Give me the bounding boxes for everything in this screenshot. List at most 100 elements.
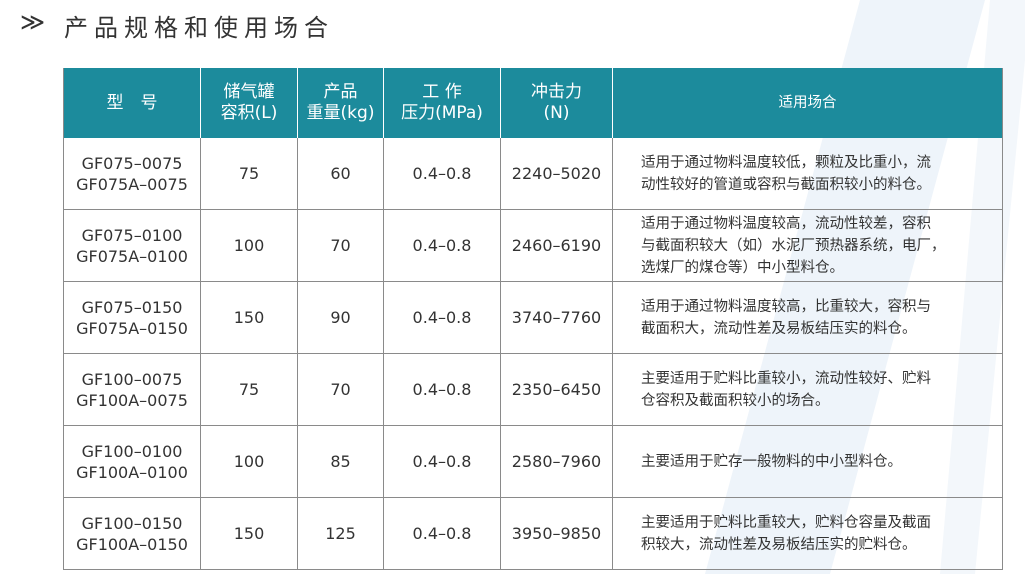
cell-line: 工 作 xyxy=(422,82,462,102)
table-cell: GF075–0100 GF075A–0100 xyxy=(63,210,200,281)
cell-line: 适用于通过物料温度较高，流动性较差，容积 xyxy=(641,215,931,232)
table-cell: GF075–0150 GF075A–0150 xyxy=(63,282,200,353)
cell-text: 60 xyxy=(330,164,351,183)
cell-line: 选煤厂的煤仓等）中小型料仓。 xyxy=(641,259,844,276)
title-marker: ≫ xyxy=(20,8,46,36)
cell-line: 主要适用于贮料比重较大，贮料仓容量及截面 xyxy=(641,514,931,531)
table-row: GF075–0100 GF075A–0100 100 70 0.4–0.8 2460–61… xyxy=(63,210,1003,282)
table-cell: 150 xyxy=(200,282,297,353)
table-cell: 冲击力 (N) xyxy=(500,68,612,138)
cell-line: GF100–0150 xyxy=(81,513,183,533)
cell-line: 截面积大，流动性差及易板结压实的料仓。 xyxy=(641,320,917,337)
table-cell: 70 xyxy=(297,354,383,425)
cell-text: 100 xyxy=(233,452,265,471)
cell-text: 150 xyxy=(233,524,265,543)
cell-text: 70 xyxy=(330,380,351,399)
table-cell: 60 xyxy=(297,138,383,209)
table-cell: 适用场合 xyxy=(612,68,1003,138)
table-cell: 产品 重量(kg) xyxy=(297,68,383,138)
table-cell: 适用于通过物料温度较高，比重较大，容积与 截面积大，流动性差及易板结压实的料仓。 xyxy=(612,282,1003,353)
cell-line: GF075–0100 xyxy=(81,225,183,245)
cell-line: 重量(kg) xyxy=(306,103,375,123)
table-cell: 适用于通过物料温度较低，颗粒及比重小，流 动性较好的管道或容积与截面积较小的料仓。 xyxy=(612,138,1003,209)
cell-line: 适用于通过物料温度较高，比重较大，容积与 xyxy=(641,298,931,315)
table-cell: 型 号 xyxy=(63,68,200,138)
table-cell: GF100–0100 GF100A–0100 xyxy=(63,426,200,497)
table-cell: 70 xyxy=(297,210,383,281)
cell-text: 100 xyxy=(233,236,265,255)
table-cell: GF075–0075 GF075A–0075 xyxy=(63,138,200,209)
table-cell: 2350–6450 xyxy=(500,354,612,425)
table-row: GF075–0075 GF075A–0075 75 60 0.4–0.8 2240–502… xyxy=(63,138,1003,210)
cell-text: 3950–9850 xyxy=(511,524,602,543)
table-cell: 主要适用于贮料比重较大，贮料仓容量及截面 积较大，流动性差及易板结压实的贮料仓。 xyxy=(612,498,1003,569)
title: 产品规格和使用场合 xyxy=(64,14,334,42)
cell-line: 主要适用于贮料比重较小，流动性较好、贮料 xyxy=(641,370,931,387)
cell-line: 储气罐 xyxy=(223,82,275,102)
cell-line: GF100A–0150 xyxy=(76,534,188,554)
cell-text: 75 xyxy=(238,164,260,183)
cell-text: 2350–6450 xyxy=(511,380,602,399)
table-cell: 主要适用于贮存一般物料的中小型料仓。 xyxy=(612,426,1003,497)
header-row: 型 号储气罐 容积(L) 产品 重量(kg) 工 作压力(MPa) 冲击力 (N) 适用场合 xyxy=(63,68,1003,138)
table-row: GF100–0075 GF100A–0075 75 70 0.4–0.8 2350–645… xyxy=(63,354,1003,426)
table-cell: 90 xyxy=(297,282,383,353)
cell-text: 0.4–0.8 xyxy=(412,524,472,543)
cell-line: GF075A–0075 xyxy=(76,174,188,194)
table-cell: 0.4–0.8 xyxy=(383,210,500,281)
cell-line: 仓容积及截面积较小的场合。 xyxy=(641,392,830,409)
cell-line: GF100A–0100 xyxy=(76,462,188,482)
cell-text: 0.4–0.8 xyxy=(412,164,472,183)
table-cell: 0.4–0.8 xyxy=(383,282,500,353)
cell-line: GF100–0075 xyxy=(81,369,183,389)
table-cell: 2580–7960 xyxy=(500,426,612,497)
cell-line: 适用于通过物料温度较低，颗粒及比重小，流 xyxy=(641,154,931,171)
cell-line: 容积(L) xyxy=(220,103,278,123)
cell-text: 0.4–0.8 xyxy=(412,308,472,327)
table-cell: 150 xyxy=(200,498,297,569)
cell-line: 主要适用于贮存一般物料的中小型料仓。 xyxy=(641,453,902,470)
table-cell: GF100–0150 GF100A–0150 xyxy=(63,498,200,569)
table-cell: 0.4–0.8 xyxy=(383,498,500,569)
cell-line: 冲击力 xyxy=(531,82,582,102)
cell-line: GF100–0100 xyxy=(81,441,183,461)
cell-text: 0.4–0.8 xyxy=(412,236,472,255)
cell-text: 85 xyxy=(330,452,351,471)
cell-line: GF075A–0150 xyxy=(76,318,188,338)
table-cell: 100 xyxy=(200,426,297,497)
cell-line: 与截面积较大（如）水泥厂预热器系统，电厂， xyxy=(641,237,946,254)
cell-text: 2580–7960 xyxy=(511,452,602,471)
cell-text: 75 xyxy=(238,380,260,399)
cell-line: (N) xyxy=(543,103,570,123)
table-cell: 75 xyxy=(200,138,297,209)
cell-line: GF100A–0075 xyxy=(76,390,188,410)
table-cell: 75 xyxy=(200,354,297,425)
table-row: GF100–0150 GF100A–0150 150 125 0.4–0.8 3950–9… xyxy=(63,498,1003,570)
cell-line: 动性较好的管道或容积与截面积较小的料仓。 xyxy=(641,176,931,193)
table-cell: 3950–9850 xyxy=(500,498,612,569)
table-cell: 100 xyxy=(200,210,297,281)
cell-text: 125 xyxy=(325,524,356,543)
cell-line: GF075–0075 xyxy=(81,153,183,173)
cell-text: 90 xyxy=(330,308,351,327)
cell-text: 70 xyxy=(330,236,351,255)
table-cell: 0.4–0.8 xyxy=(383,354,500,425)
cell-text: 0.4–0.8 xyxy=(412,380,472,399)
table-cell: 2460–6190 xyxy=(500,210,612,281)
cell-line: GF075–0150 xyxy=(81,297,183,317)
cell-text: 150 xyxy=(233,308,265,327)
cell-text: 0.4–0.8 xyxy=(412,452,472,471)
cell-line: 产品 xyxy=(323,82,358,102)
table-cell: 适用于通过物料温度较高，流动性较差，容积 与截面积较大（如）水泥厂预热器系统，电厂… xyxy=(612,210,1003,281)
table-cell: 储气罐 容积(L) xyxy=(200,68,297,138)
cell-text: 2460–6190 xyxy=(511,236,602,255)
table-cell: 3740–7760 xyxy=(500,282,612,353)
cell-line: 积较大，流动性差及易板结压实的贮料仓。 xyxy=(641,536,917,553)
cell-line: GF075A–0100 xyxy=(76,246,188,266)
cell-text: 3740–7760 xyxy=(511,308,602,327)
table-cell: 125 xyxy=(297,498,383,569)
table-cell: 2240–5020 xyxy=(500,138,612,209)
table-cell: 85 xyxy=(297,426,383,497)
table-cell: 0.4–0.8 xyxy=(383,138,500,209)
